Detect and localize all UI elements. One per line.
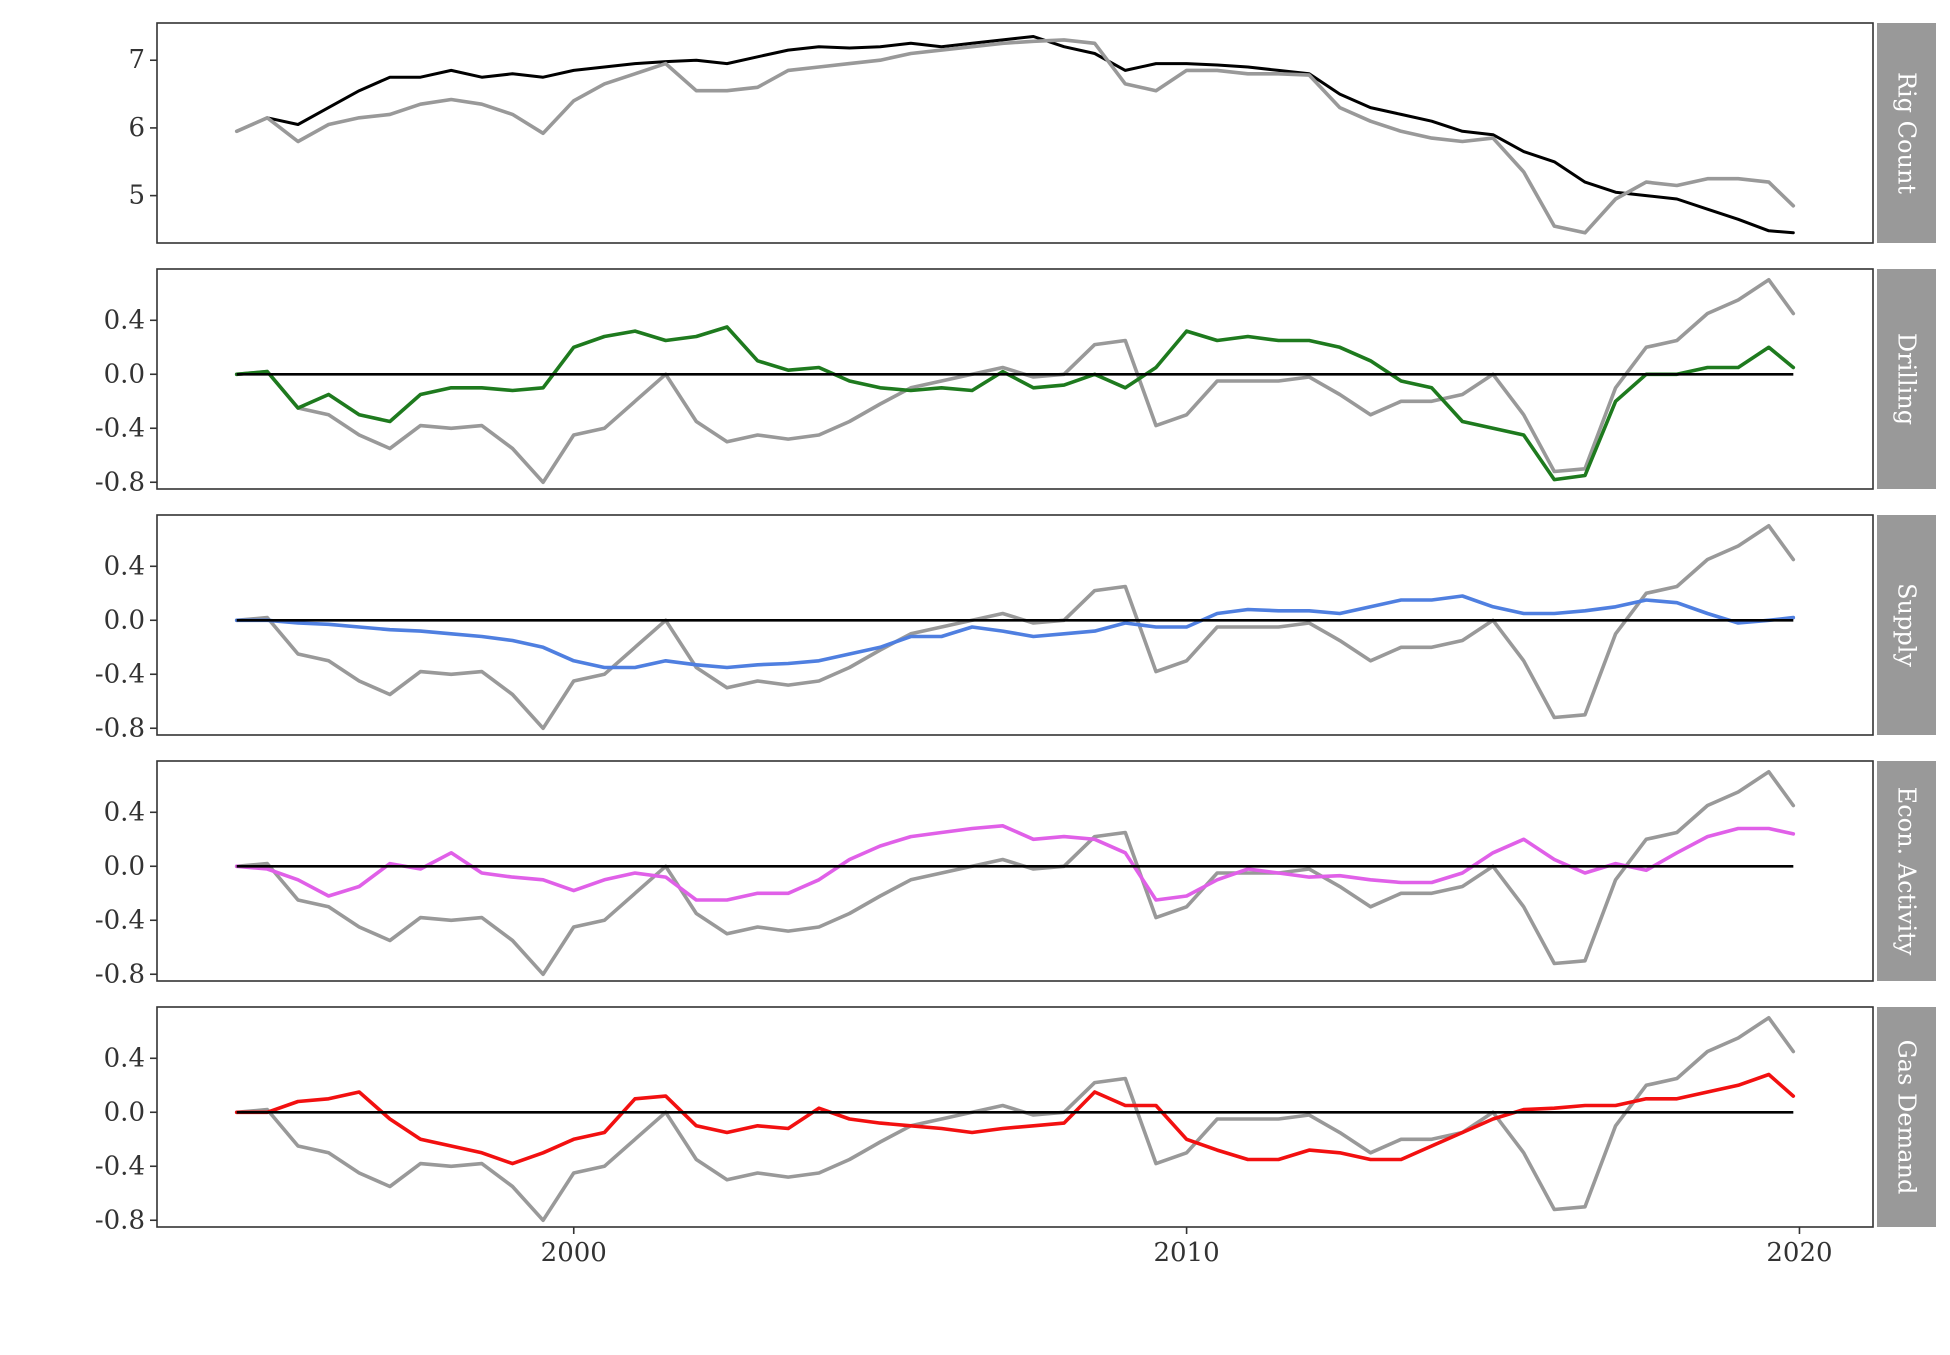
xtick-label: 2020 — [1766, 1238, 1832, 1268]
series-line-gray-gas-demand — [234, 1015, 1796, 1223]
ytick-label-supply: -0.4 — [95, 659, 145, 689]
series-line-component-supply — [234, 594, 1796, 670]
ytick-label-rig-count: 5 — [128, 181, 145, 211]
ytick-label-rig-count: 6 — [128, 113, 145, 143]
series-line-gray-rig-count — [234, 38, 1796, 235]
series-line-black-rig-count — [235, 35, 1795, 235]
strip-econ-activity — [1877, 761, 1936, 981]
ytick-label-supply: -0.8 — [95, 713, 145, 743]
strip-supply — [1877, 515, 1936, 735]
xtick-label: 2010 — [1154, 1238, 1220, 1268]
strip-label-econ-activity: Econ. Activity — [1893, 787, 1921, 956]
ytick-label-gas-demand: -0.8 — [95, 1205, 145, 1235]
series-line-gray-drilling — [234, 277, 1796, 485]
series-line-gray-supply — [234, 523, 1796, 731]
ytick-label-econ-activity: -0.4 — [95, 905, 145, 935]
strip-drilling — [1877, 269, 1936, 489]
panel-frame-supply — [156, 514, 1874, 736]
ytick-label-rig-count: 7 — [128, 45, 145, 75]
ytick-label-drilling: 0.0 — [104, 359, 145, 389]
panel-frame-gas-demand — [156, 1006, 1874, 1228]
series-line-component-gas-demand — [234, 1072, 1796, 1166]
strip-gas-demand — [1877, 1007, 1936, 1227]
strip-rig-count — [1877, 23, 1936, 243]
strip-label-drilling: Drilling — [1893, 333, 1921, 425]
ytick-label-gas-demand: 0.0 — [104, 1097, 145, 1127]
ytick-label-gas-demand: -0.4 — [95, 1151, 145, 1181]
series-line-gray-econ-activity — [234, 769, 1796, 977]
series-line-component-drilling — [234, 325, 1796, 482]
ytick-label-drilling: 0.4 — [104, 305, 145, 335]
series-line-component-econ-activity — [234, 823, 1796, 902]
strip-label-gas-demand: Gas Demand — [1893, 1040, 1921, 1195]
ytick-label-econ-activity: 0.4 — [104, 797, 145, 827]
ytick-label-drilling: -0.8 — [95, 467, 145, 497]
ytick-label-econ-activity: 0.0 — [104, 851, 145, 881]
ytick-label-drilling: -0.4 — [95, 413, 145, 443]
ytick-label-econ-activity: -0.8 — [95, 959, 145, 989]
ytick-label-supply: 0.4 — [104, 551, 145, 581]
strip-label-rig-count: Rig Count — [1893, 72, 1921, 194]
panel-frame-econ-activity — [156, 760, 1874, 982]
strip-label-supply: Supply — [1893, 583, 1921, 667]
panel-frame-rig-count — [156, 22, 1874, 244]
xtick-label: 2000 — [541, 1238, 607, 1268]
ytick-label-gas-demand: 0.4 — [104, 1043, 145, 1073]
ytick-label-supply: 0.0 — [104, 605, 145, 635]
